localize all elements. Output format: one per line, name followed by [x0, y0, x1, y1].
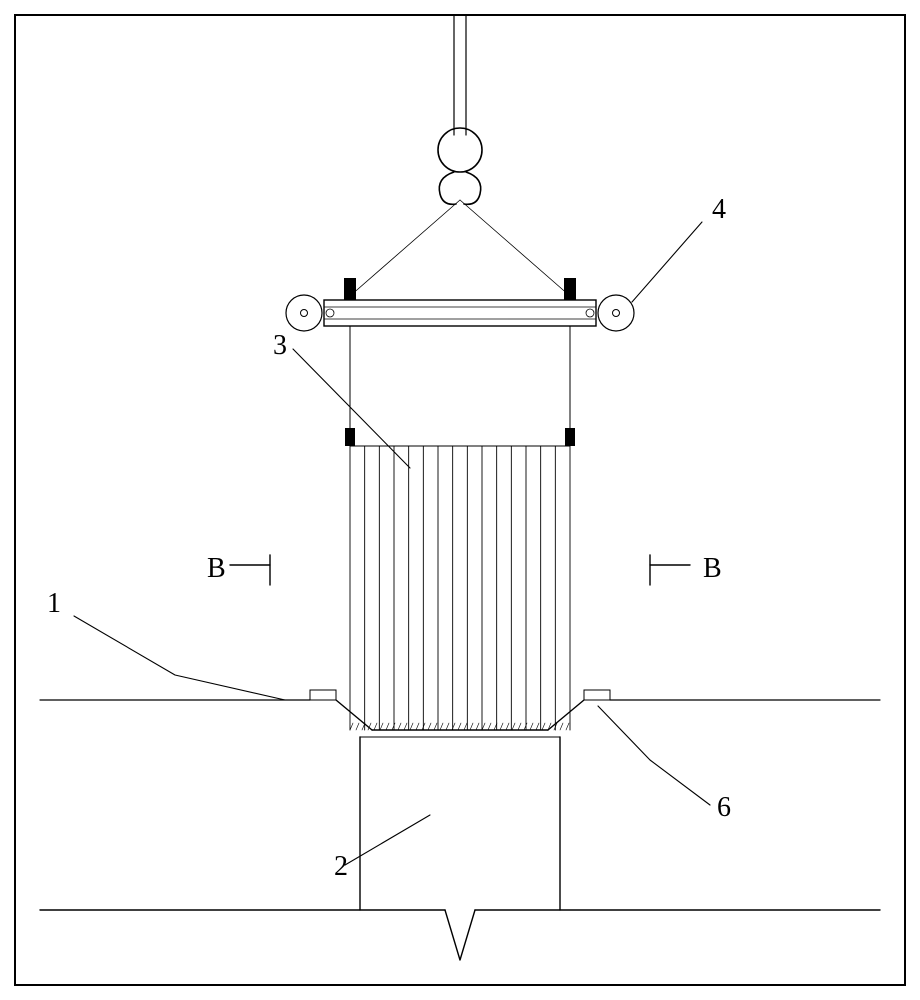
outer-frame — [15, 15, 905, 985]
label-2: 2 — [334, 851, 348, 882]
leader-6 — [598, 706, 710, 805]
sling-left — [350, 200, 460, 296]
leader-1 — [74, 616, 285, 700]
rebar-cage — [350, 446, 570, 730]
leader-3 — [293, 349, 410, 468]
break-line — [445, 910, 475, 960]
label-4: 4 — [712, 194, 726, 225]
label-3: 3 — [273, 330, 287, 361]
hook-ball — [438, 128, 482, 172]
sling-right — [460, 200, 570, 296]
leader-2 — [345, 815, 430, 865]
hook-right — [464, 172, 481, 204]
hatch — [350, 723, 569, 730]
spreader-beam — [324, 300, 596, 326]
label-1: 1 — [47, 588, 61, 619]
leader-4 — [632, 222, 702, 302]
hook-left — [439, 172, 456, 204]
lug-right — [564, 278, 576, 300]
lug-left — [344, 278, 356, 300]
label-6: 6 — [717, 792, 731, 823]
section-mark-b-right: B — [703, 553, 722, 584]
section-mark-b-left: B — [207, 553, 226, 584]
